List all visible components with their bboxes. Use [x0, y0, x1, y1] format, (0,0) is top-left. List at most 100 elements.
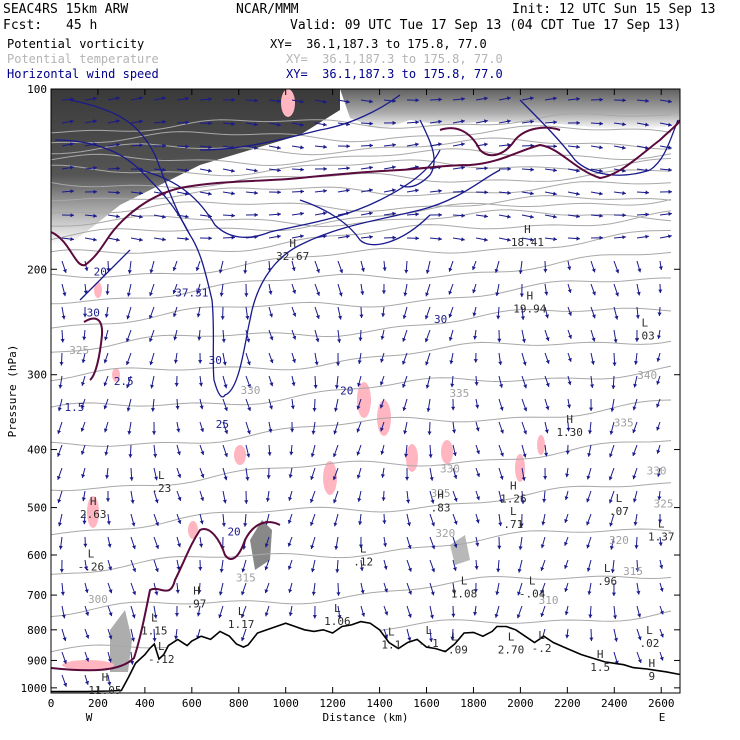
wind-vector-head	[288, 496, 293, 501]
theta-contour-label: 340	[637, 369, 657, 382]
extremum-value: -.09	[441, 644, 468, 657]
y-tick-label: 300	[27, 369, 47, 382]
wind-vector-head	[658, 289, 663, 293]
wind-vector-head	[576, 214, 580, 219]
wind-vector-head	[247, 384, 252, 388]
extremum-marker: L	[360, 543, 367, 556]
wind-vector-head	[451, 613, 456, 618]
wind-vector-head	[61, 614, 66, 619]
wind-vector-head	[408, 590, 412, 595]
wind-vector-head	[337, 339, 342, 343]
wind-vector-head	[149, 269, 154, 274]
wind-vector-head	[632, 475, 637, 480]
wind-vector-head	[288, 474, 293, 478]
wind-vector-head	[175, 405, 180, 410]
wind-vector-head	[176, 451, 181, 456]
wind-vector-head	[310, 568, 315, 573]
wind-vector-head	[149, 292, 153, 296]
wind-vector-head	[429, 614, 434, 619]
wind-vector-head	[544, 452, 549, 457]
wind-vector-head	[333, 499, 337, 504]
wind-vector-head	[656, 357, 661, 362]
wind-vector-head	[335, 569, 340, 573]
field-name-wind: Horizontal wind speed	[7, 67, 159, 81]
wind-vector-head	[402, 407, 407, 411]
wind-vector-head	[264, 566, 269, 571]
extremum-value: -.12	[148, 653, 175, 666]
theta-contour	[51, 251, 672, 305]
wind-vector-head	[586, 498, 591, 503]
wind-vector-head	[185, 144, 189, 149]
extremum-value: 1.5	[590, 661, 610, 674]
wind-vector-head	[116, 142, 120, 147]
wind-vector-head	[63, 659, 67, 664]
wind-vector-head	[154, 499, 159, 504]
wind-vector-head	[84, 566, 89, 571]
extremum-marker: H	[510, 479, 517, 492]
pv-negative-blob	[62, 660, 114, 670]
extremum-marker: L	[658, 518, 665, 531]
theta-contour	[51, 528, 672, 575]
y-tick-label: 800	[27, 624, 47, 637]
wind-vector-head	[517, 591, 522, 596]
wind-vector-head	[610, 408, 615, 412]
wind-vector-head	[357, 498, 362, 502]
extremum-marker: L	[238, 605, 245, 618]
wind-vector-head	[499, 406, 504, 411]
wind-vector-head	[231, 121, 235, 126]
wind-vector-head	[553, 120, 557, 125]
wind-vector-head	[428, 454, 433, 458]
wind-vector-head	[269, 313, 273, 318]
wind-vector-head	[381, 313, 386, 317]
wind-vector-head	[155, 522, 159, 526]
wind-vector-head	[567, 289, 572, 293]
wind-vector-head	[384, 611, 389, 616]
wind-vector-head	[545, 337, 550, 341]
wind-vector-head	[496, 568, 501, 573]
wind-vector-head	[576, 168, 580, 173]
wind-vector-head	[174, 613, 179, 617]
wind-vector-head	[567, 381, 572, 385]
wind-vector-head	[645, 122, 649, 127]
extremum-value: 1.08	[451, 587, 478, 600]
wind-vector-head	[599, 235, 603, 240]
wind-vector-head	[500, 429, 504, 434]
wind-vector-head	[586, 475, 591, 480]
theta-contour-label: 335	[614, 416, 634, 429]
wind-vector-head	[244, 293, 249, 297]
axes: 0 200 400 600 800 1000 1200 1400 1600 1800 2000 220…	[6, 83, 680, 724]
extremum-marker: L	[151, 612, 158, 625]
wind-vector-head	[357, 382, 362, 387]
wind-vector-head	[424, 338, 429, 343]
theta-contour-label: 330	[241, 384, 261, 397]
wind-vector-head	[93, 213, 97, 218]
wind-vector-head	[472, 266, 476, 271]
wind-vector-head	[62, 292, 67, 297]
wind-vector-head	[208, 191, 212, 196]
wind-vector-head	[564, 496, 569, 500]
wind-vector-head	[300, 145, 304, 150]
wind-vector-head	[438, 119, 442, 124]
extremum-value: 2.70	[498, 644, 525, 657]
wind-vector-head	[392, 120, 396, 125]
wind-vector-head	[635, 568, 640, 572]
wind-vector-head	[384, 588, 388, 593]
wind-vector-head	[613, 339, 618, 343]
wind-vector-head	[128, 454, 133, 458]
wind-vector-head	[334, 385, 339, 389]
wind-vector-head	[58, 545, 63, 550]
wind-vector-head	[83, 313, 88, 318]
wind-vector-head	[177, 496, 182, 501]
wind-vector-head	[356, 428, 361, 433]
wind-vector-head	[93, 165, 97, 170]
wind-vector-head	[521, 477, 526, 481]
wind-vector-head	[612, 362, 617, 366]
wind-vector-head	[93, 96, 97, 101]
wind-vector-head	[264, 612, 269, 617]
wind-vector-head	[520, 316, 525, 320]
pv-negative-blob	[234, 445, 246, 465]
wind-vector-head	[57, 499, 62, 503]
wind-vector-head	[277, 212, 281, 217]
wind-vector-head	[360, 267, 365, 272]
wind-vector-head	[622, 168, 626, 173]
